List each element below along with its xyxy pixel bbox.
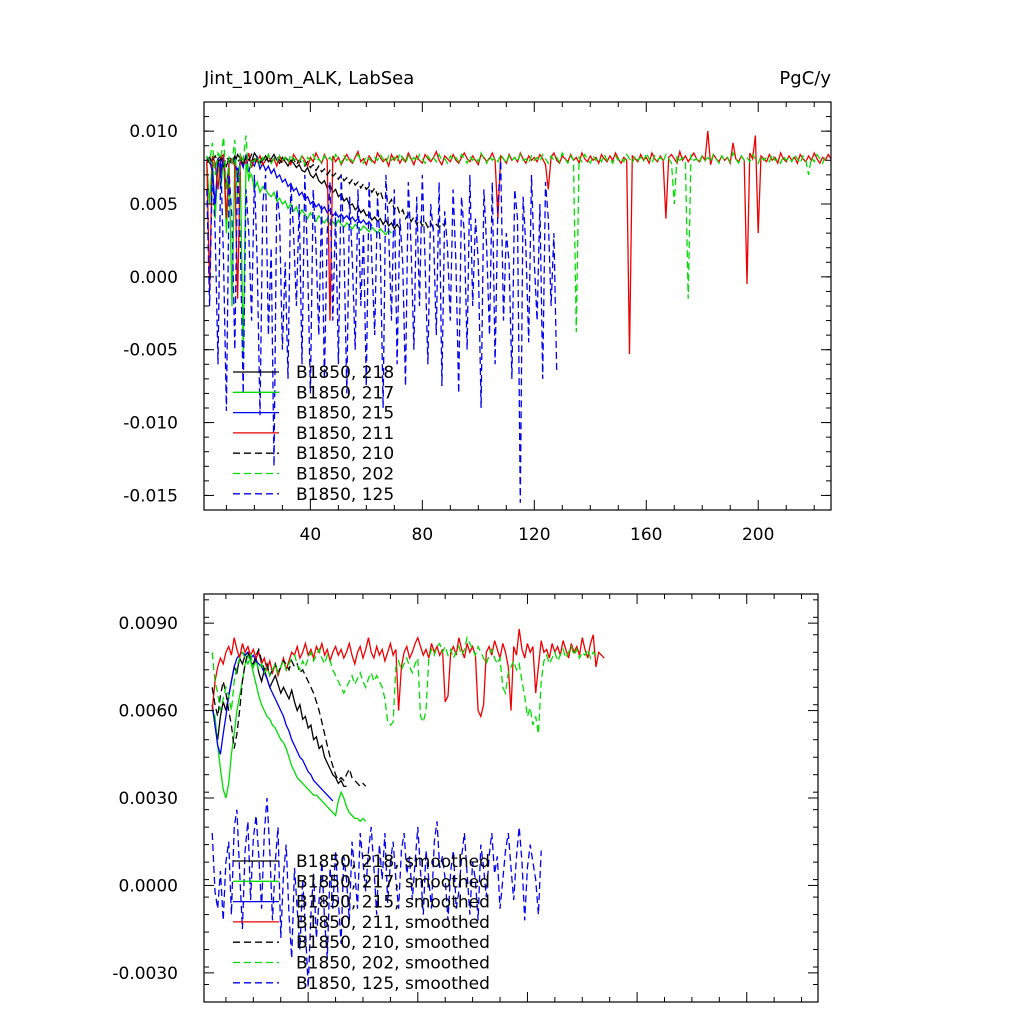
series-line-b1850-202-smoothed	[211, 635, 597, 734]
bottom-panel-ticks: 0.0090 0.0060 0.0030 0.0000 -0.0030	[112, 594, 818, 1003]
y-tick-label: 0.005	[129, 195, 178, 215]
y-tick-label: -0.010	[123, 414, 178, 434]
legend-label: B1850, 215, smoothed	[296, 893, 490, 913]
y-tick-label: 0.0090	[119, 614, 178, 634]
series-line-b1850-125	[206, 160, 558, 503]
legend-label: B1850, 125, smoothed	[296, 974, 490, 994]
y-tick-label: 0.0030	[119, 789, 178, 809]
series-line-b1850-210-smoothed	[211, 647, 367, 788]
series-line-b1850-217	[206, 155, 392, 358]
legend-label: B1850, 215	[296, 404, 394, 424]
legend-label: B1850, 211, smoothed	[296, 913, 490, 933]
y-tick-label: 0.010	[129, 122, 178, 142]
legend-label: B1850, 202, smoothed	[296, 954, 490, 974]
bottom-panel-series	[211, 628, 605, 988]
legend-label: B1850, 210, smoothed	[296, 933, 490, 953]
legend-label: B1850, 217	[296, 383, 394, 403]
x-tick-label: 200	[742, 525, 774, 545]
top-panel-ticks: 40 80 120 160 200 0.010 0.005 0.000 -0.005 -0.010…	[123, 102, 831, 545]
top-panel-series	[206, 131, 831, 503]
legend-label: B1850, 125	[296, 485, 394, 505]
units-label: PgC/y	[779, 68, 831, 89]
series-line-b1850-125-smoothed	[211, 797, 542, 988]
y-tick-label: 0.0000	[119, 876, 178, 896]
legend-label: B1850, 218	[296, 363, 394, 383]
y-tick-label: -0.005	[123, 341, 178, 361]
series-line-b1850-211	[206, 131, 831, 355]
series-line-b1850-210	[206, 152, 446, 231]
y-tick-label: 0.000	[129, 268, 178, 288]
chart-title: Jint_100m_ALK, LabSea	[203, 68, 414, 89]
series-line-b1850-215-smoothed	[211, 651, 334, 802]
legend-label: B1850, 218, smoothed	[296, 852, 490, 872]
legend-label: B1850, 202	[296, 465, 394, 485]
x-tick-label: 80	[412, 525, 434, 545]
x-tick-label: 40	[300, 525, 322, 545]
legend-label: B1850, 217, smoothed	[296, 872, 490, 892]
series-line-b1850-202	[206, 135, 827, 333]
top-panel: 40 80 120 160 200 0.010 0.005 0.000 -0.005 -0.010…	[123, 68, 832, 545]
legend-label: B1850, 210	[296, 444, 394, 464]
series-line-b1850-211-smoothed	[211, 628, 605, 719]
x-tick-label: 160	[630, 525, 662, 545]
y-tick-label: -0.0030	[112, 964, 178, 984]
bottom-panel: 0.0090 0.0060 0.0030 0.0000 -0.0030 B1850, 2…	[112, 593, 819, 1003]
series-line-b1850-217-smoothed	[211, 653, 367, 823]
y-tick-label: 0.0060	[119, 702, 178, 722]
series-line-b1850-218	[206, 151, 401, 231]
x-tick-label: 120	[518, 525, 550, 545]
y-tick-label: -0.015	[123, 486, 178, 506]
legend-label: B1850, 211	[296, 424, 394, 444]
